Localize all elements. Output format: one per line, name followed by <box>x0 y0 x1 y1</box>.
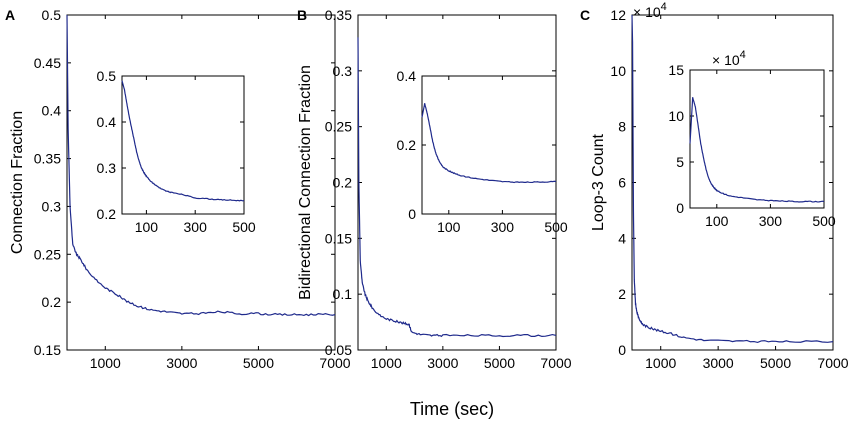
main-ytick-label: 0.15 <box>34 342 61 358</box>
main-ytick-label: 0.4 <box>42 103 62 119</box>
main-ytick-label: 4 <box>618 230 626 246</box>
main-xtick-label: 3000 <box>427 355 458 371</box>
main-ytick-label: 6 <box>618 175 626 191</box>
inset-ytick-label: 0.2 <box>97 206 117 222</box>
inset-xtick-label: 100 <box>705 213 729 229</box>
inset-ytick-label: 5 <box>676 154 684 170</box>
main-exponent-power: 4 <box>661 1 667 13</box>
y-axis-label: Loop-3 Count <box>590 133 607 231</box>
main-xtick-label: 5000 <box>760 355 791 371</box>
inset-plot: 100 300 500 0.2 0.3 0.4 0.5 <box>97 68 256 235</box>
main-ytick-label: 0.15 <box>325 230 352 246</box>
main-xtick-label: 3000 <box>166 355 197 371</box>
inset-ytick-label: 0.2 <box>397 137 417 153</box>
inset-background <box>122 76 244 214</box>
inset-exponent-power: 4 <box>740 49 746 61</box>
main-ytick-label: 0.5 <box>42 7 62 23</box>
main-xtick-label: 3000 <box>703 355 734 371</box>
inset-ytick-label: 0.4 <box>397 68 417 84</box>
main-xtick-label: 1000 <box>90 355 121 371</box>
inset-ytick-label: 0.5 <box>97 68 117 84</box>
inset-series-inset <box>121 80 245 202</box>
main-ytick-label: 0.3 <box>42 198 62 214</box>
main-ytick-label: 0.05 <box>325 342 352 358</box>
inset-plot: 100 300 500 0 0.2 0.4 <box>397 68 568 235</box>
main-series-main <box>66 14 336 317</box>
main-ytick-label: 0 <box>618 342 626 358</box>
inset-plot: 100 300 500 0 5 10 15 × 104 <box>668 49 835 229</box>
inset-ytick-label: 0 <box>408 206 416 222</box>
main-ytick-label: 0.25 <box>325 119 352 135</box>
main-ytick-label: 0.25 <box>34 246 61 262</box>
inset-exponent-label: × 104 <box>712 49 746 68</box>
main-ytick-label: 2 <box>618 286 626 302</box>
main-ytick-label: 0.45 <box>34 55 61 71</box>
panel-label: B <box>297 7 307 23</box>
main-xtick-label: 7000 <box>540 355 571 371</box>
main-xtick-label: 1000 <box>645 355 676 371</box>
main-ytick-label: 12 <box>610 7 626 23</box>
main-xtick-label: 1000 <box>371 355 402 371</box>
inset-series-inset <box>689 97 825 203</box>
inset-xtick-label: 300 <box>491 219 515 235</box>
inset-axes-frame <box>121 75 245 215</box>
main-xtick-label: 5000 <box>484 355 515 371</box>
main-ytick-label: 0.3 <box>333 63 353 79</box>
main-ytick-label: 0.2 <box>333 175 353 191</box>
inset-xtick-label: 100 <box>437 219 461 235</box>
inset-xtick-label: 500 <box>812 213 836 229</box>
panel-label: A <box>5 7 15 23</box>
inset-ytick-label: 0.4 <box>97 114 117 130</box>
main-ytick-label: 8 <box>618 119 626 135</box>
inset-ytick-label: 10 <box>668 108 684 124</box>
main-xtick-label: 7000 <box>817 355 848 371</box>
main-ytick-label: 0.1 <box>333 286 353 302</box>
inset-series-inset <box>421 103 557 184</box>
panel-a: A 1000 3000 5000 7000 0.15 0.2 0.25 0.3 0.35 0.4 0.… <box>5 7 351 371</box>
inset-xtick-label: 500 <box>544 219 568 235</box>
main-ytick-label: 0.35 <box>34 151 61 167</box>
main-ytick-label: 0.35 <box>325 7 352 23</box>
main-ytick-label: 0.2 <box>42 294 62 310</box>
main-series-main <box>631 14 834 344</box>
figure-xlabel: Time (sec) <box>410 399 494 419</box>
main-series-main <box>357 37 557 338</box>
inset-background <box>422 76 556 214</box>
main-xtick-label: 7000 <box>319 355 350 371</box>
inset-xtick-label: 500 <box>232 219 256 235</box>
main-axes-frame <box>66 14 336 351</box>
inset-xtick-label: 100 <box>135 219 159 235</box>
inset-ytick-label: 0.3 <box>97 160 117 176</box>
panel-label: C <box>580 7 590 23</box>
inset-background <box>690 70 824 208</box>
main-xtick-label: 5000 <box>243 355 274 371</box>
main-ytick-label: 10 <box>610 63 626 79</box>
inset-ytick-label: 15 <box>668 62 684 78</box>
main-exponent-label: × 104 <box>633 1 667 20</box>
inset-xtick-label: 300 <box>184 219 208 235</box>
inset-xtick-label: 300 <box>759 213 783 229</box>
y-axis-label: Connection Fraction <box>9 111 26 254</box>
y-axis-label: Bidirectional Connection Fraction <box>297 65 314 300</box>
inset-ytick-label: 0 <box>676 200 684 216</box>
